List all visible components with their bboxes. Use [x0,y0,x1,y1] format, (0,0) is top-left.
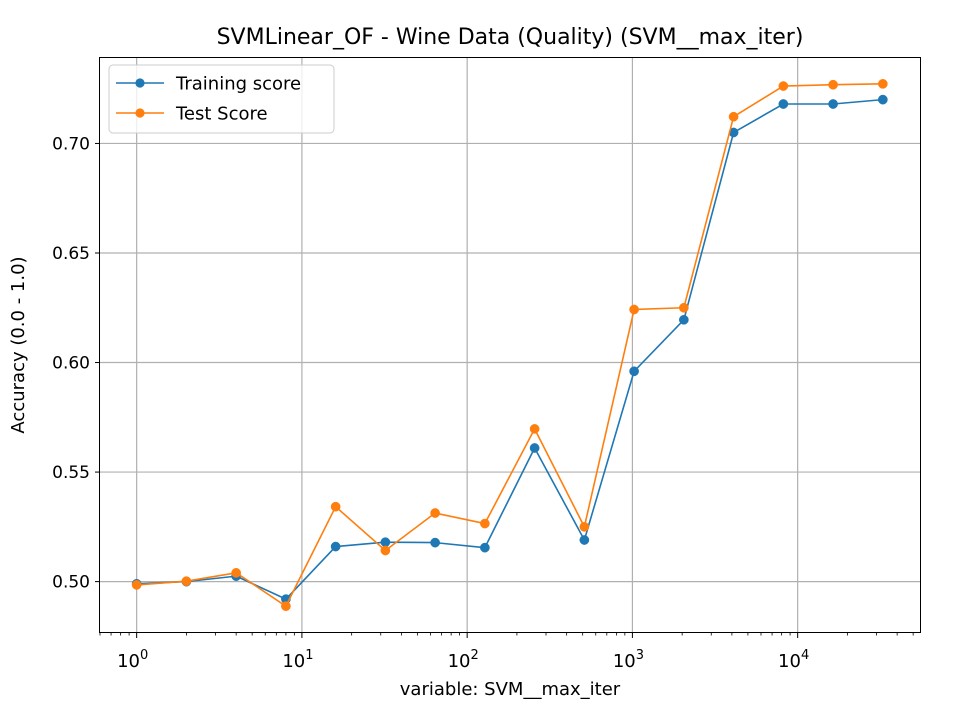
data-point [330,541,341,552]
data-point [231,567,242,578]
data-point [828,79,838,90]
data-point [131,580,142,590]
y-tick-label: 0.55 [52,463,90,483]
series-layer [131,79,888,611]
data-point [629,366,639,377]
data-point [480,542,490,553]
y-axis-label: Accuracy (0.0 - 1.0) [8,256,29,433]
data-point [778,81,789,91]
y-tick-label: 0.65 [52,244,90,264]
data-point [579,521,590,532]
legend-marker [135,108,145,118]
x-tick-label: 102 [448,648,479,672]
data-point [480,518,490,529]
x-tick-label: 100 [117,648,148,672]
data-point [828,99,838,109]
data-point [679,302,689,313]
data-point [181,576,192,587]
x-axis-label: variable: SVM__max_iter [400,679,621,700]
data-point [430,537,440,548]
legend-label: Test Score [175,104,268,125]
data-point [728,111,739,122]
x-tick-label: 101 [282,648,313,672]
data-point [430,508,440,518]
data-point [380,545,391,556]
minor-ticks [99,632,914,636]
data-point [529,443,540,453]
data-point [529,424,540,434]
x-tick-label: 103 [613,648,644,672]
legend: Training score Test Score [108,64,335,134]
data-point [579,535,590,545]
y-tick-label: 0.60 [52,354,90,374]
series-line-test [136,83,883,607]
data-point [281,601,291,611]
series-line-training [136,98,883,600]
data-point [629,304,639,315]
legend-label: Training score [175,74,301,95]
grid [100,58,920,632]
data-point [877,94,888,105]
plot-frame [99,57,921,633]
legend-box [108,64,335,134]
major-ticks: 0.50 0.55 0.60 0.65 0.70 100 101 102 103 104 [52,134,809,672]
y-tick-label: 0.50 [52,573,90,593]
chart-title: SVMLinear_OF - Wine Data (Quality) (SVM_… [217,25,804,50]
y-tick-label: 0.70 [52,134,90,154]
data-point [330,501,341,512]
x-tick-label: 104 [778,648,809,672]
data-point [380,537,391,548]
legend-marker [135,78,145,88]
data-point [877,79,888,89]
data-point [679,314,689,325]
data-point [778,99,789,109]
